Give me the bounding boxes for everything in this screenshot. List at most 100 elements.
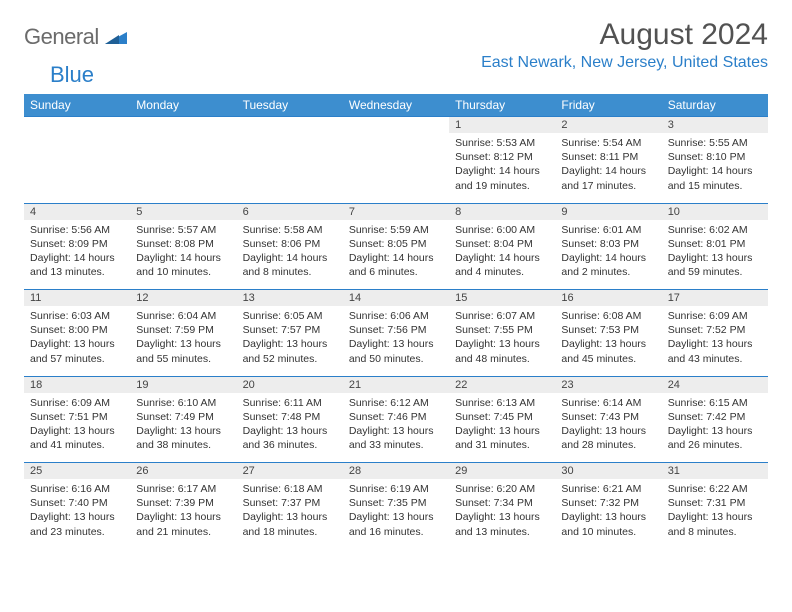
- sunrise-line: Sunrise: 6:03 AM: [30, 309, 124, 323]
- sunrise-line: Sunrise: 6:06 AM: [349, 309, 443, 323]
- day-detail-cell: Sunrise: 6:00 AMSunset: 8:04 PMDaylight:…: [449, 220, 555, 290]
- daylight-line: Daylight: 13 hours and 41 minutes.: [30, 424, 124, 452]
- week-detail-row: Sunrise: 5:53 AMSunset: 8:12 PMDaylight:…: [24, 133, 768, 203]
- sunrise-line: Sunrise: 6:18 AM: [243, 482, 337, 496]
- sunrise-line: Sunrise: 5:54 AM: [561, 136, 655, 150]
- week-daynum-row: 45678910: [24, 203, 768, 220]
- week-detail-row: Sunrise: 6:16 AMSunset: 7:40 PM Daylight:…: [24, 479, 768, 549]
- sunset-line: Sunset: 7:53 PM: [561, 323, 655, 337]
- daylight-line: Daylight: 13 hours and 26 minutes.: [668, 424, 762, 452]
- sunrise-line: Sunrise: 5:58 AM: [243, 223, 337, 237]
- location: East Newark, New Jersey, United States: [481, 54, 768, 72]
- daylight-line: Daylight: 13 hours and 52 minutes.: [243, 337, 337, 365]
- day-number-cell: 28: [343, 463, 449, 480]
- day-header: Friday: [555, 94, 661, 117]
- sunrise-line: Sunrise: 6:14 AM: [561, 396, 655, 410]
- sunset-line: Sunset: 8:08 PM: [136, 237, 230, 251]
- day-detail-cell: Sunrise: 6:06 AMSunset: 7:56 PMDaylight:…: [343, 306, 449, 376]
- sunset-line: Sunset: 7:45 PM: [455, 410, 549, 424]
- sunrise-line: Sunrise: 6:12 AM: [349, 396, 443, 410]
- daylight-line: Daylight: 14 hours and 6 minutes.: [349, 251, 443, 279]
- day-detail-cell: Sunrise: 6:14 AMSunset: 7:43 PMDaylight:…: [555, 393, 661, 463]
- sunset-line: Sunset: 8:12 PM: [455, 150, 549, 164]
- day-detail-cell: Sunrise: 5:55 AMSunset: 8:10 PMDaylight:…: [662, 133, 768, 203]
- day-number-cell: [237, 117, 343, 134]
- day-detail-cell: Sunrise: 6:11 AMSunset: 7:48 PMDaylight:…: [237, 393, 343, 463]
- logo-text-general: General: [24, 24, 99, 50]
- day-number-cell: 27: [237, 463, 343, 480]
- day-detail-cell: Sunrise: 6:18 AMSunset: 7:37 PMDaylight:…: [237, 479, 343, 549]
- day-number-cell: 18: [24, 376, 130, 393]
- day-number-cell: 8: [449, 203, 555, 220]
- day-header: Saturday: [662, 94, 768, 117]
- day-number-cell: 15: [449, 290, 555, 307]
- daylight-line: Daylight: 13 hours and 13 minutes.: [455, 510, 549, 538]
- week-daynum-row: 18192021222324: [24, 376, 768, 393]
- day-number-cell: [24, 117, 130, 134]
- sunset-line: Sunset: 7:57 PM: [243, 323, 337, 337]
- daylight-line: Daylight: 13 hours and 59 minutes.: [668, 251, 762, 279]
- day-detail-cell: Sunrise: 6:09 AMSunset: 7:51 PMDaylight:…: [24, 393, 130, 463]
- day-detail-cell: Sunrise: 6:17 AMSunset: 7:39 PMDaylight:…: [130, 479, 236, 549]
- daylight-line: Daylight: 14 hours and 17 minutes.: [561, 164, 655, 192]
- sunrise-line: Sunrise: 5:57 AM: [136, 223, 230, 237]
- sunset-line: Sunset: 7:31 PM: [668, 496, 762, 510]
- day-number-cell: 16: [555, 290, 661, 307]
- day-number-cell: 26: [130, 463, 236, 480]
- week-daynum-row: 123: [24, 117, 768, 134]
- sunset-line: Sunset: 8:04 PM: [455, 237, 549, 251]
- daylight-line: Daylight: 13 hours and 36 minutes.: [243, 424, 337, 452]
- logo: General: [24, 18, 129, 50]
- sunrise-line: Sunrise: 5:55 AM: [668, 136, 762, 150]
- daylight-line: Daylight: 13 hours and 48 minutes.: [455, 337, 549, 365]
- sunset-line: Sunset: 7:49 PM: [136, 410, 230, 424]
- sunset-line: Sunset: 8:09 PM: [30, 237, 124, 251]
- sunrise-line: Sunrise: 6:22 AM: [668, 482, 762, 496]
- sunrise-line: Sunrise: 6:13 AM: [455, 396, 549, 410]
- day-number-cell: 24: [662, 376, 768, 393]
- daylight-line: Daylight: 14 hours and 19 minutes.: [455, 164, 549, 192]
- daylight-line: Daylight: 14 hours and 10 minutes.: [136, 251, 230, 279]
- day-detail-cell: [343, 133, 449, 203]
- day-detail-cell: Sunrise: 6:19 AMSunset: 7:35 PMDaylight:…: [343, 479, 449, 549]
- day-detail-cell: Sunrise: 6:15 AMSunset: 7:42 PMDaylight:…: [662, 393, 768, 463]
- sunset-line: Sunset: 7:59 PM: [136, 323, 230, 337]
- day-number-cell: 5: [130, 203, 236, 220]
- day-number-cell: 22: [449, 376, 555, 393]
- day-detail-cell: Sunrise: 6:02 AMSunset: 8:01 PMDaylight:…: [662, 220, 768, 290]
- day-detail-cell: Sunrise: 6:09 AMSunset: 7:52 PMDaylight:…: [662, 306, 768, 376]
- sunset-line: Sunset: 8:10 PM: [668, 150, 762, 164]
- day-detail-cell: Sunrise: 6:16 AMSunset: 7:40 PMDaylight:…: [24, 479, 130, 549]
- daylight-line: Daylight: 13 hours and 33 minutes.: [349, 424, 443, 452]
- sunrise-line: Sunrise: 6:04 AM: [136, 309, 230, 323]
- day-number-cell: [130, 117, 236, 134]
- day-detail-cell: Sunrise: 6:13 AMSunset: 7:45 PMDaylight:…: [449, 393, 555, 463]
- logo-text-blue: Blue: [50, 62, 94, 88]
- day-number-cell: 11: [24, 290, 130, 307]
- sunrise-line: Sunrise: 6:20 AM: [455, 482, 549, 496]
- sunrise-line: Sunrise: 6:00 AM: [455, 223, 549, 237]
- sunset-line: Sunset: 7:51 PM: [30, 410, 124, 424]
- sunset-line: Sunset: 7:40 PM: [30, 496, 124, 510]
- daylight-line: Daylight: 13 hours and 50 minutes.: [349, 337, 443, 365]
- day-detail-cell: Sunrise: 5:54 AMSunset: 8:11 PMDaylight:…: [555, 133, 661, 203]
- sunrise-line: Sunrise: 6:01 AM: [561, 223, 655, 237]
- sunrise-line: Sunrise: 6:10 AM: [136, 396, 230, 410]
- daylight-line: Daylight: 14 hours and 13 minutes.: [30, 251, 124, 279]
- sunset-line: Sunset: 7:39 PM: [136, 496, 230, 510]
- week-daynum-row: 25262728293031: [24, 463, 768, 480]
- daylight-line: Daylight: 14 hours and 8 minutes.: [243, 251, 337, 279]
- week-detail-row: Sunrise: 6:09 AMSunset: 7:51 PMDaylight:…: [24, 393, 768, 463]
- day-number-cell: 9: [555, 203, 661, 220]
- sunrise-line: Sunrise: 6:16 AM: [30, 482, 124, 496]
- day-number-cell: 20: [237, 376, 343, 393]
- sunrise-line: Sunrise: 6:09 AM: [668, 309, 762, 323]
- daylight-line: Daylight: 13 hours and 28 minutes.: [561, 424, 655, 452]
- day-detail-cell: Sunrise: 6:21 AMSunset: 7:32 PMDaylight:…: [555, 479, 661, 549]
- week-daynum-row: 11121314151617: [24, 290, 768, 307]
- day-detail-cell: Sunrise: 6:20 AMSunset: 7:34 PMDaylight:…: [449, 479, 555, 549]
- daylight-line: Daylight: 13 hours and 16 minutes.: [349, 510, 443, 538]
- sunrise-line: Sunrise: 6:08 AM: [561, 309, 655, 323]
- daylight-line: Daylight: 13 hours and 38 minutes.: [136, 424, 230, 452]
- day-header: Sunday: [24, 94, 130, 117]
